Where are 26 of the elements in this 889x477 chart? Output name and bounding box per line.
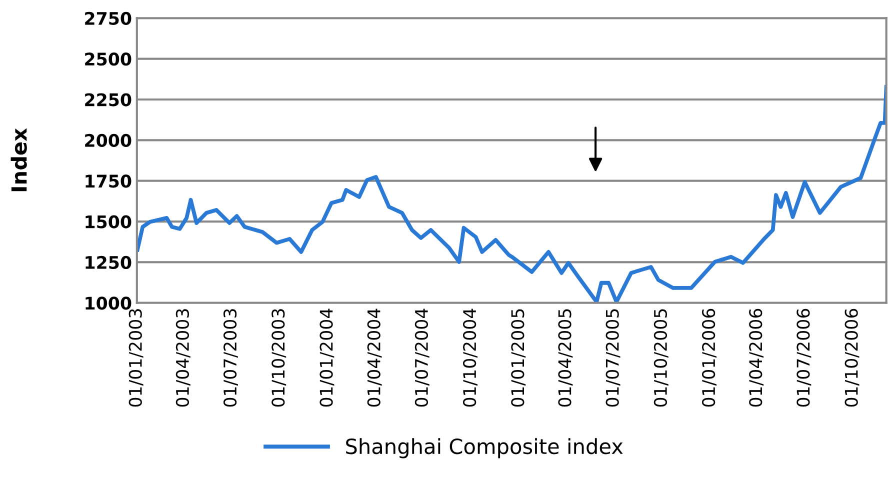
y-tick-label: 1500 — [86, 215, 132, 228]
x-tick-label: 01/04/2006 — [749, 308, 764, 407]
x-tick-label: 01/01/2004 — [320, 308, 334, 407]
x-tick-label: 01/07/2004 — [414, 308, 430, 407]
y-axis-title: Index — [10, 128, 27, 192]
y-tick-label: 1250 — [86, 256, 132, 270]
x-tick-label: 01/07/2005 — [606, 309, 620, 407]
x-tick-label: 01/10/2005 — [654, 309, 668, 407]
x-tick-label: 01/10/2004 — [462, 308, 478, 407]
legend-label: Shanghai Composite index — [346, 438, 623, 458]
y-tick-label: 2000 — [85, 134, 132, 148]
y-tick-label: 2750 — [85, 12, 132, 25]
x-tick-label: 01/10/2006 — [844, 308, 860, 407]
y-tick-label: 1750 — [86, 174, 132, 188]
y-tick-label: 1000 — [86, 296, 132, 310]
y-tick-label: 2500 — [85, 52, 132, 66]
y-tick-label: 2250 — [85, 93, 132, 106]
x-tick-label: 01/04/2003 — [176, 309, 190, 407]
x-tick-label: 01/10/2003 — [272, 309, 286, 407]
x-tick-label: 01/07/2006 — [796, 308, 812, 407]
x-tick-label: 01/01/2006 — [702, 308, 716, 407]
x-tick-label: 01/04/2004 — [367, 308, 382, 407]
x-tick-label: 01/01/2003 — [128, 309, 144, 407]
x-tick-label: 01/01/2005 — [511, 309, 526, 407]
x-tick-label: 01/07/2003 — [223, 309, 238, 407]
x-tick-label: 01/04/2005 — [558, 309, 573, 407]
